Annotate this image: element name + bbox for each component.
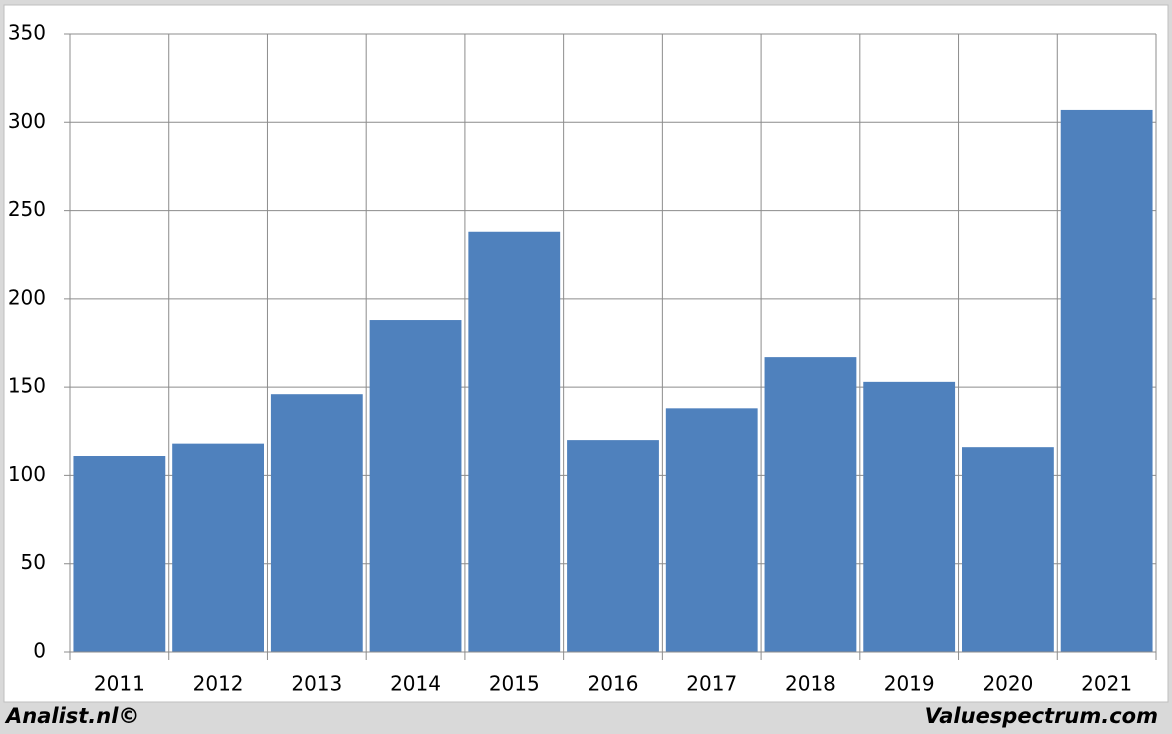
bar [962,447,1054,652]
x-tick-label: 2012 [193,672,244,696]
x-tick-label: 2019 [884,672,935,696]
bar [1060,109,1153,652]
bar [468,231,561,652]
x-tick-label: 2013 [291,672,342,696]
y-tick-label: 200 [8,285,46,309]
source-right: Valuespectrum.com [925,704,1158,728]
y-tick-label: 350 [8,21,46,45]
bar [567,440,659,652]
bar [863,381,956,652]
source-left: Analist.nl© [4,704,139,728]
x-tick-label: 2018 [785,672,836,696]
y-tick-label: 300 [8,109,46,133]
x-tick-label: 2014 [390,672,441,696]
x-tick-label: 2011 [94,672,145,696]
bar [764,357,857,652]
bar [369,320,462,652]
bar [73,456,166,652]
x-tick-label: 2016 [588,672,639,696]
bar [172,443,264,652]
y-tick-label: 50 [21,550,46,574]
x-tick-label: 2017 [686,672,737,696]
x-tick-label: 2021 [1081,672,1132,696]
y-tick-label: 0 [33,639,46,663]
bar [665,408,758,652]
x-tick-label: 2020 [982,672,1033,696]
y-tick-label: 100 [8,462,46,486]
x-tick-label: 2015 [489,672,540,696]
y-tick-label: 250 [8,197,46,221]
y-tick-label: 150 [8,374,46,398]
bar [270,394,363,652]
